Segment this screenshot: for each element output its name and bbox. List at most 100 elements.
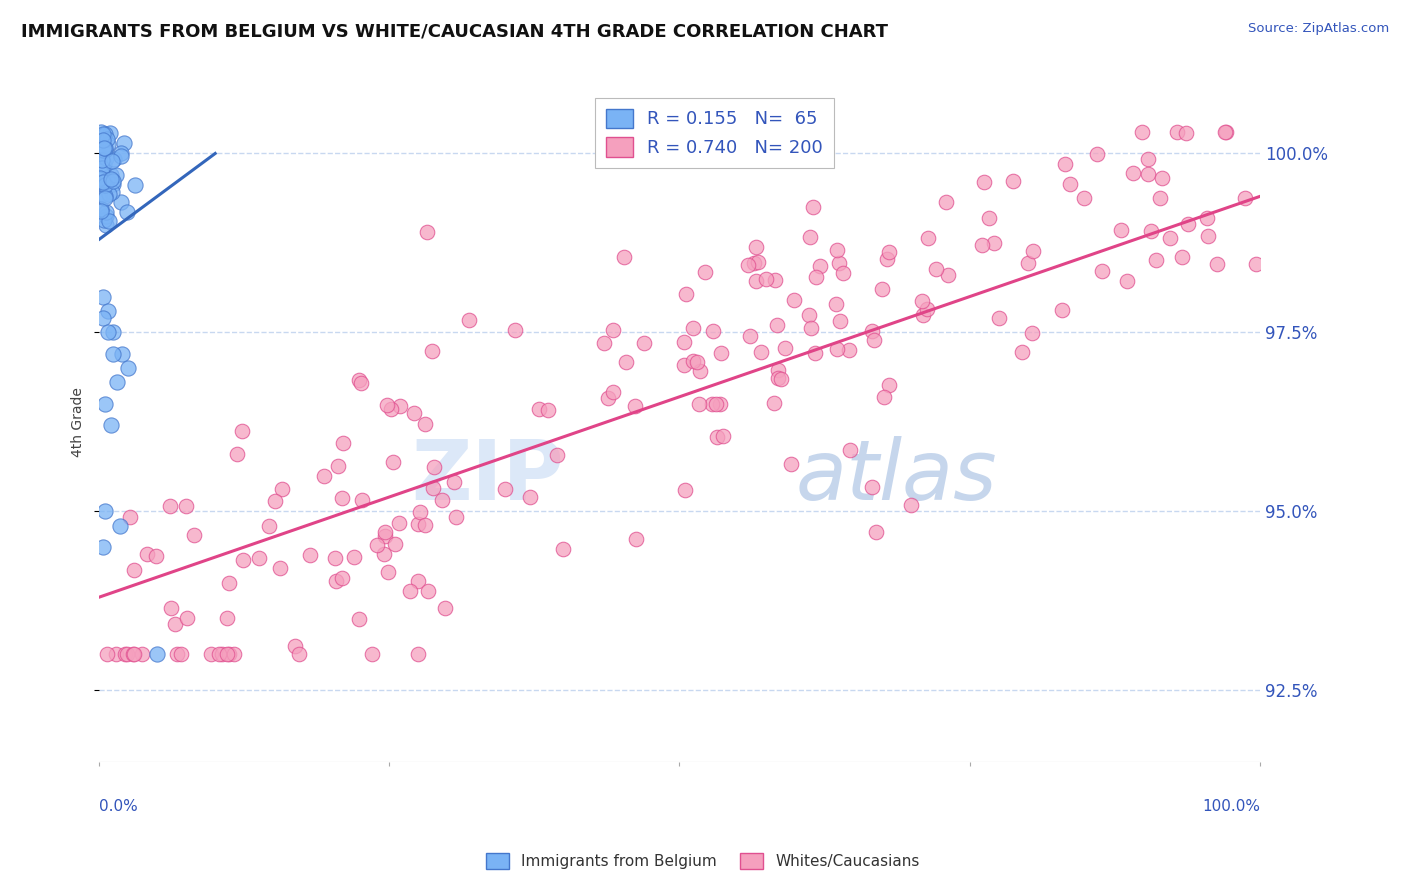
Point <box>375 398 398 412</box>
Point <box>797 308 820 322</box>
Point <box>1197 211 1219 226</box>
Point <box>91 540 114 554</box>
Point <box>98 186 121 201</box>
Text: 0.0%: 0.0% <box>100 799 138 814</box>
Point <box>89 172 111 186</box>
Point <box>673 483 696 497</box>
Point <box>89 178 111 192</box>
Point <box>90 188 112 202</box>
Point <box>96 218 118 232</box>
Point <box>879 378 901 392</box>
Point <box>673 334 696 349</box>
Point <box>388 516 411 530</box>
Point <box>551 542 574 557</box>
Point <box>208 648 231 662</box>
Point <box>211 648 233 662</box>
Point <box>166 648 188 662</box>
Point <box>824 297 846 311</box>
Legend: Immigrants from Belgium, Whites/Caucasians: Immigrants from Belgium, Whites/Caucasia… <box>481 847 925 875</box>
Point <box>801 200 824 214</box>
Point <box>325 574 347 588</box>
Point <box>94 209 117 223</box>
Point <box>1137 152 1160 166</box>
Point <box>936 268 959 283</box>
Point <box>1017 255 1039 269</box>
Point <box>374 528 396 542</box>
Point <box>122 564 145 578</box>
Point <box>838 343 860 358</box>
Y-axis label: 4th Grade: 4th Grade <box>72 387 86 457</box>
Point <box>1085 147 1108 161</box>
Point <box>688 397 710 411</box>
Point <box>101 326 124 340</box>
Point <box>124 648 146 662</box>
Point <box>284 640 307 654</box>
Point <box>1234 191 1257 205</box>
Point <box>420 343 443 358</box>
Point <box>422 481 444 495</box>
Point <box>101 185 124 199</box>
Point <box>122 648 145 662</box>
Point <box>749 344 772 359</box>
Point <box>633 335 655 350</box>
Point <box>409 505 432 519</box>
Point <box>176 611 198 625</box>
Point <box>257 519 280 533</box>
Point <box>917 302 939 317</box>
Point <box>413 517 436 532</box>
Point <box>624 533 647 547</box>
Point <box>183 528 205 542</box>
Point <box>200 648 222 662</box>
Point <box>271 482 294 496</box>
Point <box>413 417 436 431</box>
Point <box>416 583 439 598</box>
Point <box>925 261 948 276</box>
Point <box>343 550 366 565</box>
Point <box>91 143 114 157</box>
Point <box>422 459 444 474</box>
Point <box>399 584 422 599</box>
Point <box>863 334 886 348</box>
Point <box>745 274 768 288</box>
Point <box>873 390 896 404</box>
Point <box>689 364 711 378</box>
Point <box>288 648 311 662</box>
Point <box>860 324 883 338</box>
Point <box>800 321 823 335</box>
Point <box>225 447 247 461</box>
Point <box>373 547 395 561</box>
Point <box>763 273 786 287</box>
Point <box>546 448 568 462</box>
Text: Source: ZipAtlas.com: Source: ZipAtlas.com <box>1249 22 1389 36</box>
Point <box>105 168 128 182</box>
Point <box>1122 166 1144 180</box>
Point <box>877 245 900 260</box>
Point <box>94 189 117 203</box>
Point <box>91 128 114 142</box>
Point <box>103 152 125 166</box>
Point <box>1073 190 1095 204</box>
Point <box>770 372 793 386</box>
Point <box>218 576 240 591</box>
Text: atlas: atlas <box>796 435 997 516</box>
Legend: R = 0.155   N=  65, R = 0.740   N= 200: R = 0.155 N= 65, R = 0.740 N= 200 <box>595 98 834 169</box>
Point <box>613 250 636 264</box>
Point <box>94 151 117 165</box>
Point <box>347 373 370 387</box>
Point <box>825 244 848 258</box>
Point <box>145 549 167 563</box>
Point <box>90 203 112 218</box>
Point <box>614 355 637 369</box>
Point <box>1150 171 1173 186</box>
Point <box>1177 217 1199 231</box>
Point <box>1130 125 1153 139</box>
Point <box>100 168 122 182</box>
Point <box>91 290 114 304</box>
Point <box>1050 302 1073 317</box>
Point <box>323 550 346 565</box>
Point <box>742 255 765 269</box>
Point <box>406 516 429 531</box>
Point <box>672 358 695 372</box>
Point <box>117 361 139 376</box>
Point <box>94 204 117 219</box>
